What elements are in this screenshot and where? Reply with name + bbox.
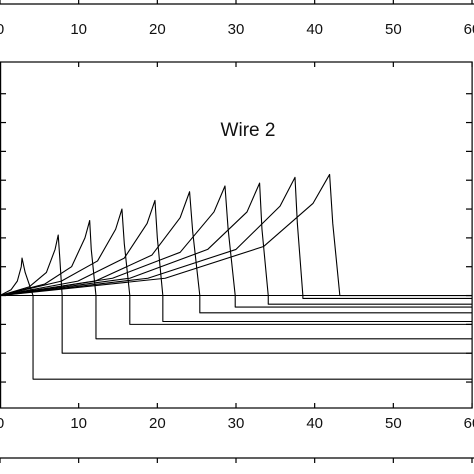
x-tick-label: 20 [149, 21, 166, 38]
x-tick-label: 60 [464, 21, 474, 38]
x-tick-label: 10 [70, 21, 87, 38]
x-tick-label: 50 [385, 21, 402, 38]
x-tick-label: 40 [306, 415, 323, 432]
curve [0, 199, 472, 323]
x-tick-label: 0 [0, 415, 4, 432]
x-tick-label: 10 [70, 415, 87, 432]
panel-title: Wire 2 [221, 120, 276, 141]
curve [0, 173, 472, 297]
x-tick-label: 30 [228, 21, 245, 38]
curve [0, 185, 472, 308]
x-tick-label: 30 [228, 415, 245, 432]
curve [0, 176, 472, 299]
curve [0, 191, 472, 314]
x-tick-label: 20 [149, 415, 166, 432]
curve [0, 234, 472, 354]
curve [0, 257, 472, 380]
curve [0, 208, 472, 325]
bottom-panel-frame [0, 61, 473, 409]
x-tick-label: 40 [306, 21, 323, 38]
x-tick-label: 60 [464, 415, 474, 432]
x-tick-label: 0 [0, 21, 4, 38]
curve [0, 220, 472, 340]
curve [0, 182, 472, 305]
x-tick-label: 50 [385, 415, 402, 432]
